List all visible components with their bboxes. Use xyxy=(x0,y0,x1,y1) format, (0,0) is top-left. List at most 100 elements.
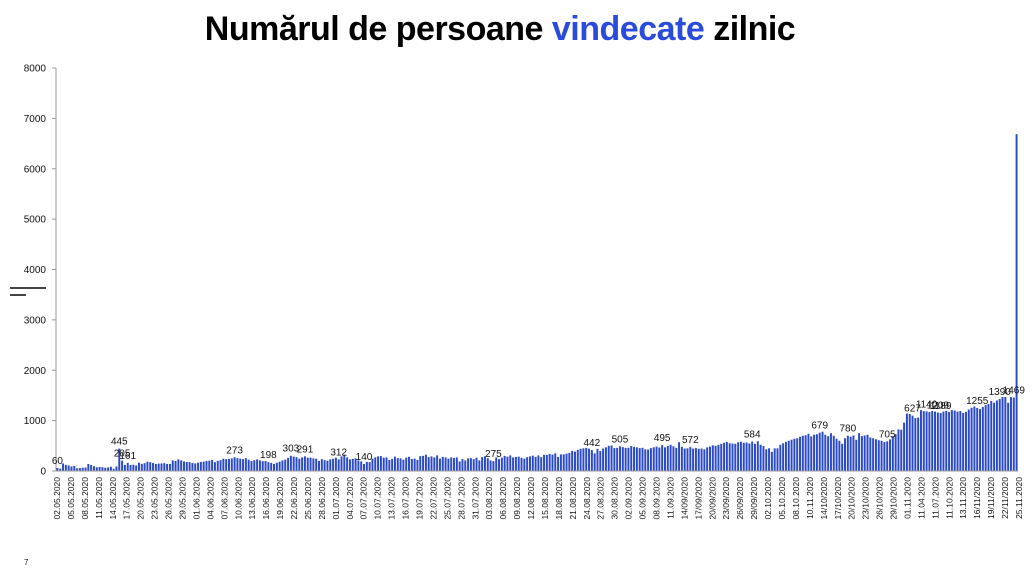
bar xyxy=(883,442,886,471)
bar xyxy=(953,410,956,471)
data-label: 1468 xyxy=(1008,0,1031,3)
bar xyxy=(872,438,875,471)
bar xyxy=(424,454,427,471)
bar xyxy=(216,460,219,471)
bar xyxy=(984,405,987,471)
bar xyxy=(360,461,363,471)
x-tick-label: 09.08.2020 xyxy=(512,477,522,520)
x-tick-label: 05.10.2020 xyxy=(777,477,787,520)
x-tick-label: 22.07.2020 xyxy=(428,477,438,520)
bar xyxy=(790,439,793,471)
bar xyxy=(478,460,481,471)
bar xyxy=(981,407,984,471)
bar xyxy=(697,448,700,471)
bar xyxy=(644,449,647,471)
data-label: 445 xyxy=(111,437,128,448)
bar xyxy=(756,441,759,471)
title-prefix: Numărul de persoane xyxy=(204,10,552,48)
bar xyxy=(959,411,962,471)
y-tick-label: 8000 xyxy=(24,64,47,75)
y-tick-label: 0 xyxy=(40,467,46,478)
data-label: 679 xyxy=(811,421,828,432)
bar xyxy=(67,465,70,471)
bar xyxy=(638,448,641,471)
bar xyxy=(770,451,773,471)
bar xyxy=(78,467,81,471)
bar xyxy=(889,439,891,471)
x-tick-label: 01.07.2020 xyxy=(331,477,341,520)
x-tick-label: 12.08.2020 xyxy=(526,477,536,520)
data-label: 275 xyxy=(485,449,502,460)
bar xyxy=(154,463,157,471)
x-tick-label: 28.07.2020 xyxy=(456,477,466,520)
bar xyxy=(768,448,771,471)
bar xyxy=(725,442,728,471)
data-label: 1140 xyxy=(916,399,938,410)
bar xyxy=(799,436,801,471)
bar xyxy=(666,446,669,471)
bar xyxy=(754,443,756,471)
bar xyxy=(723,442,726,471)
bar xyxy=(503,455,506,471)
bar xyxy=(391,458,394,471)
bar xyxy=(649,448,652,471)
bar xyxy=(264,461,267,471)
bar xyxy=(1001,396,1004,471)
bar xyxy=(458,461,461,471)
bar xyxy=(748,443,751,471)
bar xyxy=(59,468,62,471)
bar xyxy=(62,463,65,471)
bar xyxy=(737,442,740,471)
bar xyxy=(557,456,560,471)
bar xyxy=(354,458,357,471)
bar xyxy=(194,463,197,471)
bar xyxy=(554,453,557,471)
bar xyxy=(647,449,650,471)
bar xyxy=(863,435,866,471)
x-tick-label: 17/09/2020 xyxy=(693,477,703,520)
x-tick-label: 29.05.2020 xyxy=(177,477,187,520)
bar xyxy=(160,463,163,471)
bar xyxy=(931,411,934,471)
bar xyxy=(661,445,664,471)
x-tick-label: 11.04.2020 xyxy=(916,477,926,519)
x-tick-label: 13.06.2020 xyxy=(247,477,257,520)
data-label: 198 xyxy=(260,450,277,461)
bar xyxy=(627,447,630,471)
data-label: 140 xyxy=(356,452,373,463)
title-accent: vindecate xyxy=(551,10,705,48)
bar xyxy=(498,459,501,471)
x-tick-label: 11.05.2020 xyxy=(94,477,104,519)
bar xyxy=(852,435,855,471)
bar xyxy=(326,460,329,471)
bar xyxy=(301,457,304,471)
bar xyxy=(745,442,748,471)
x-tick-label: 24.08.2020 xyxy=(582,477,592,520)
x-tick-label: 02.09.2020 xyxy=(624,477,634,520)
bar xyxy=(824,434,827,471)
bar xyxy=(987,404,990,471)
x-tick-label: 25.11.2020 xyxy=(1014,477,1024,519)
bar xyxy=(624,447,627,471)
bar xyxy=(900,429,903,471)
bar xyxy=(818,432,821,471)
x-tick-label: 20.05.2020 xyxy=(136,477,146,520)
bar xyxy=(948,411,951,471)
x-tick-label: 25.06.2020 xyxy=(303,477,313,520)
bar xyxy=(506,456,509,471)
bar xyxy=(548,453,551,471)
bar xyxy=(346,457,349,471)
bar xyxy=(320,459,323,471)
bar xyxy=(483,456,486,471)
x-tick-label: 04.06.2020 xyxy=(205,477,215,520)
bar xyxy=(590,450,593,471)
bar xyxy=(126,462,129,471)
bar xyxy=(841,443,844,471)
x-tick-label: 10.07.2020 xyxy=(373,477,383,520)
x-tick-label: 11.10.2020 xyxy=(944,477,954,519)
x-tick-label: 22/11/2020 xyxy=(1000,477,1010,519)
bar xyxy=(337,459,340,471)
bar xyxy=(669,444,672,471)
bar xyxy=(512,457,515,471)
bar xyxy=(635,447,638,471)
